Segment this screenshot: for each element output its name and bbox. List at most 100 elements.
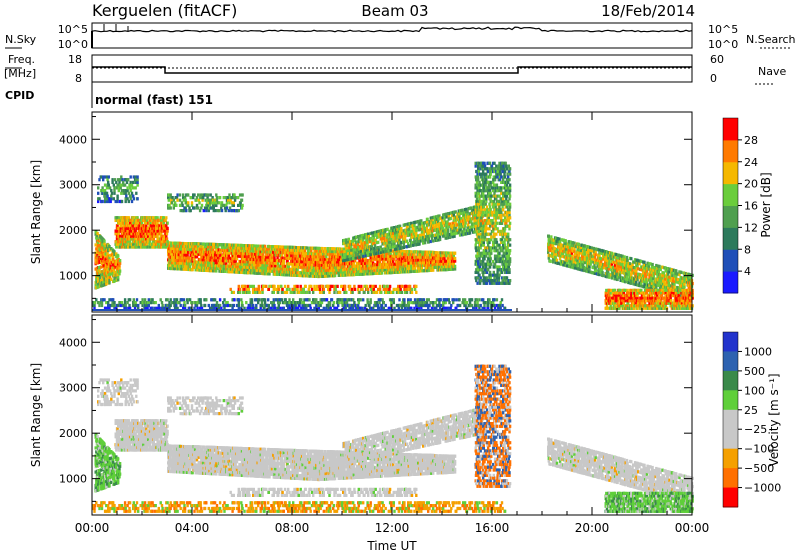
cpid-value: normal (fast) 151 [95,93,213,107]
echo-cell [162,245,165,249]
echo-cell [203,266,207,270]
echo-cell [99,273,102,277]
echo-cell [172,250,175,254]
echo-cell [101,253,104,257]
echo-cell [315,287,318,291]
echo-cell [144,216,147,220]
echo-cell [108,278,111,282]
echo-cell [175,255,179,260]
echo-cell [415,228,418,233]
echo-cell [178,241,182,245]
echo-cell [185,250,188,254]
echo-cell [296,284,299,288]
echo-cell [209,250,212,254]
echo-cell [159,234,162,238]
echo-cell [453,264,457,268]
echo-cell [118,216,121,220]
echo-cell [352,256,355,260]
echo-cell [273,284,276,288]
echo-cell [137,221,140,225]
echo-cell [238,287,242,291]
echo-cell [110,261,113,265]
echo-cell [211,258,214,262]
echo-cell [156,216,159,220]
echo-cell [166,221,169,225]
echo-cell [198,250,202,254]
echo-cell [165,224,168,228]
echo-cell [136,234,139,238]
echo-cell [154,218,157,222]
echo-cell [109,267,112,271]
echo-cell [261,290,264,294]
echo-cell [151,245,154,249]
echo-cell [172,258,175,262]
echo-cell [305,246,309,250]
echo-cell [155,226,158,230]
echo-cell [145,224,148,228]
echo-cell [164,218,167,222]
echo-cell [173,264,177,268]
echo-cell [296,287,299,291]
echo-cell [97,279,100,283]
echo-cell [152,240,155,244]
echo-cell [415,284,418,288]
echo-cell [152,232,155,236]
echo-cell [100,254,103,258]
echo-cell [167,252,170,256]
echo-cell [207,266,210,270]
echo-cell [380,271,384,275]
echo-cell [105,266,109,270]
echo-cell [195,255,199,259]
echo-cell [156,240,159,244]
echo-cell [102,251,105,255]
echo-cell [158,240,161,244]
echo-cell [209,269,212,273]
echo-cell [142,232,145,236]
echo-cell [162,237,165,241]
echo-cell [209,248,212,252]
echo-cell [160,237,163,241]
echo-cell [110,272,113,276]
echo-cell [96,272,99,276]
echo-cell [133,226,136,230]
echo-cell [162,216,165,220]
echo-cell [141,229,144,233]
echo-cell [156,232,159,236]
echo-cell [378,260,382,264]
echo-cell [194,255,197,259]
echo-cell [182,259,185,263]
echo-cell [212,248,215,252]
freq-left-tick-bottom: 8 [75,72,82,85]
echo-cell [152,237,155,241]
echo-cell [117,270,120,274]
echo-cell [138,245,142,249]
echo-cell [152,224,155,228]
echo-cell [185,244,188,249]
echo-cell [378,284,382,288]
echo-cell [197,244,200,249]
echo-cell [357,284,360,288]
echo-cell [197,242,200,246]
echo-cell [120,229,124,233]
echo-cell [169,258,172,262]
echo-cell [117,258,120,262]
echo-cell [127,216,130,220]
echo-cell [386,284,389,288]
echo-cell [180,247,183,251]
echo-cell [348,284,352,288]
echo-cell [318,290,322,294]
echo-cell [118,259,122,263]
echo-cell [432,239,435,243]
echo-cell [135,245,139,249]
echo-cell [146,245,149,249]
echo-cell [136,240,139,244]
echo-cell [105,277,108,281]
echo-cell [372,287,375,291]
echo-cell [133,224,137,228]
echo-cell [115,237,119,241]
echo-cell [135,242,138,246]
echo-cell [184,262,187,266]
echo-cell [117,275,120,279]
echo-cell [447,225,450,229]
echo-cell [244,284,247,288]
